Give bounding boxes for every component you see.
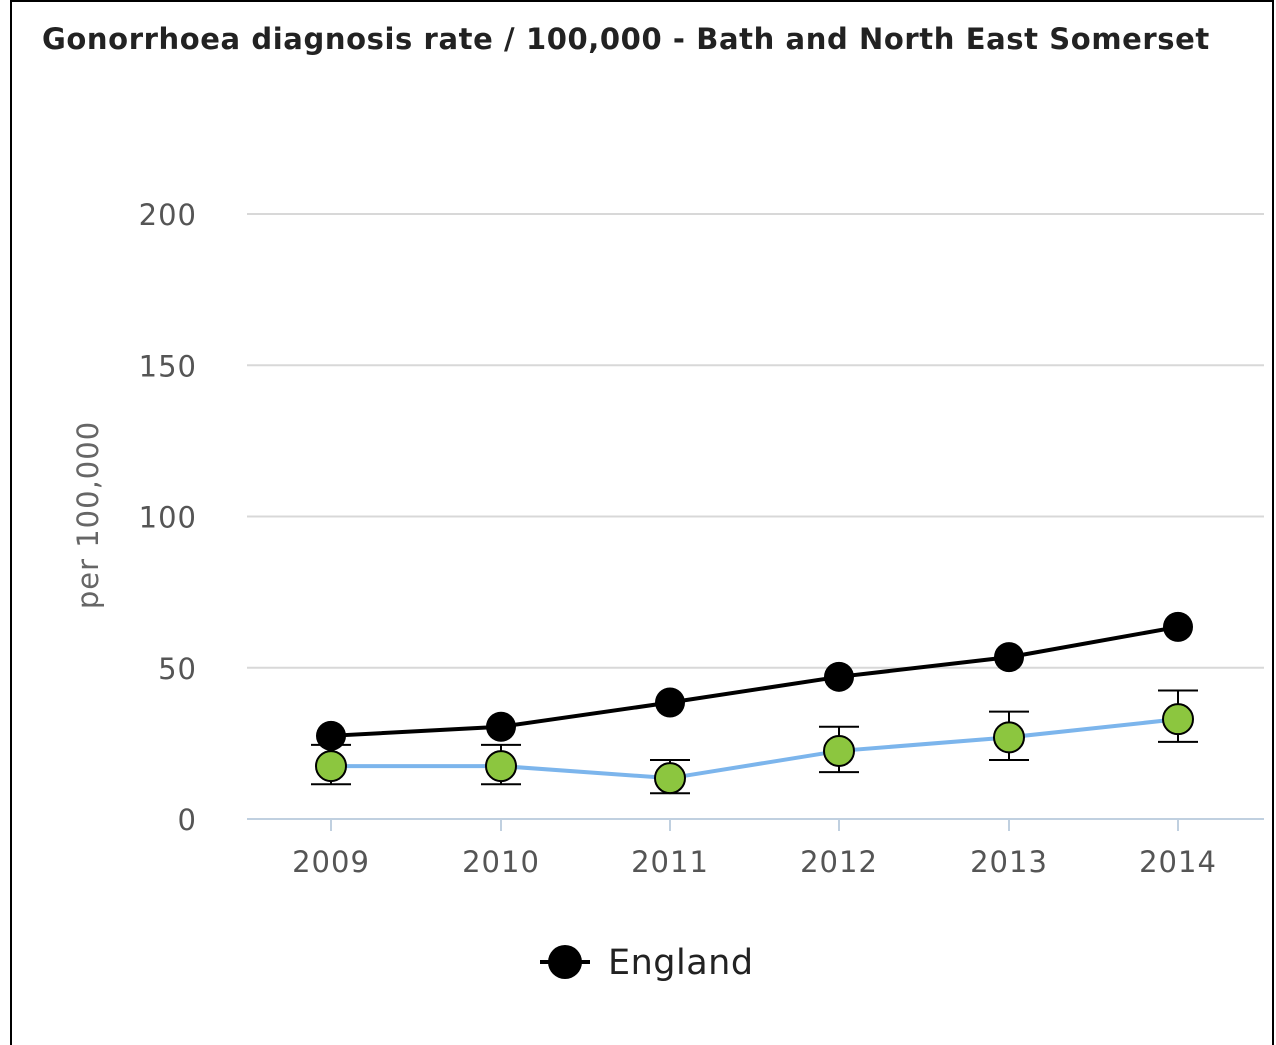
x-tick-label: 2010 [462,845,540,879]
data-point[interactable] [1163,704,1193,734]
x-tick-label: 2014 [1139,845,1217,879]
data-point[interactable] [1163,612,1193,642]
y-axis-label: per 100,000 [71,421,105,609]
x-axis-ticks: 2009 2010 2011 2012 2013 2014 [292,819,1217,879]
data-point[interactable] [316,721,346,751]
x-tick-label: 2009 [292,845,370,879]
data-point[interactable] [655,688,685,718]
x-tick-label: 2012 [800,845,878,879]
data-point[interactable] [316,751,346,781]
x-tick-label: 2011 [631,845,709,879]
data-point[interactable] [486,712,516,742]
data-point[interactable] [824,736,854,766]
y-tick-label: 100 [139,501,197,535]
y-tick-label: 200 [139,198,197,232]
data-point[interactable] [994,642,1024,672]
legend[interactable]: England [540,943,754,983]
data-point[interactable] [994,722,1024,752]
y-tick-label: 150 [139,349,197,383]
series-line [331,627,1178,736]
y-tick-label: 50 [158,652,197,686]
legend-marker [548,945,582,979]
data-point[interactable] [486,751,516,781]
data-point[interactable] [655,763,685,793]
legend-item-label[interactable]: England [608,943,754,983]
data-point[interactable] [824,662,854,692]
y-axis-ticks: 0 50 100 150 200 [139,198,197,837]
y-tick-label: 0 [178,803,197,837]
x-tick-label: 2013 [970,845,1048,879]
series-layer [311,612,1198,793]
series-local-area [311,690,1198,793]
